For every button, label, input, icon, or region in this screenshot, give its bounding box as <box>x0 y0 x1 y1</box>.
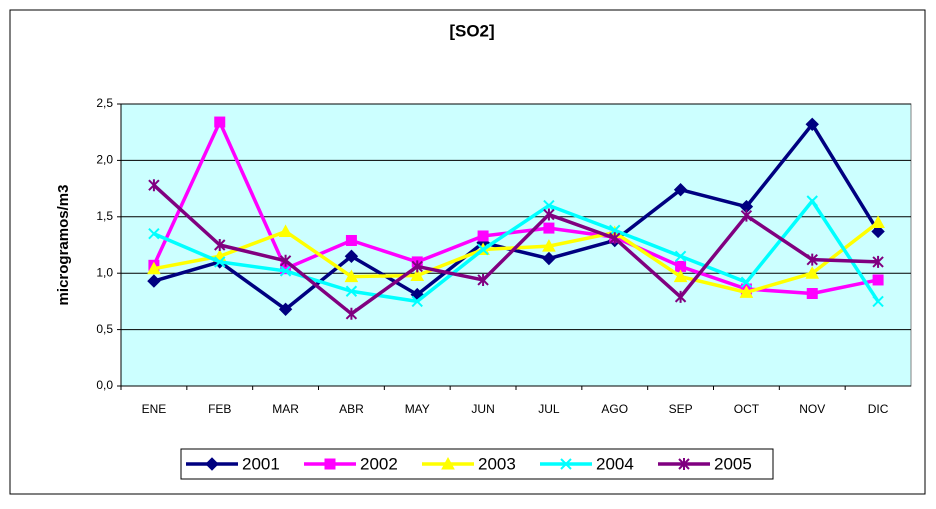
marker <box>411 295 423 308</box>
y-tick-label: 0,5 <box>96 322 113 336</box>
marker <box>345 307 358 320</box>
x-tick-label: NOV <box>799 402 825 416</box>
series-line <box>153 199 880 304</box>
legend-marker <box>678 458 690 470</box>
marker <box>872 255 884 268</box>
legend-label: 2003 <box>478 454 516 473</box>
marker <box>543 208 555 221</box>
x-tick-label: JUL <box>538 402 560 416</box>
x-tick-label: DIC <box>868 402 889 416</box>
marker <box>543 199 555 212</box>
marker <box>806 195 818 207</box>
marker <box>543 222 555 234</box>
marker <box>477 273 489 286</box>
marker <box>344 249 359 263</box>
x-tick-label: ABR <box>339 402 364 416</box>
marker <box>411 260 423 273</box>
legend-label: 2001 <box>242 454 280 473</box>
marker <box>740 276 753 288</box>
x-tick-label: FEB <box>208 402 231 416</box>
marker <box>806 253 818 266</box>
marker <box>805 117 819 132</box>
chart-title: [SO2] <box>449 21 494 40</box>
marker <box>214 256 226 268</box>
series-line <box>152 183 879 316</box>
marker <box>214 239 226 251</box>
marker <box>345 234 357 246</box>
legend-marker <box>560 458 572 470</box>
marker <box>344 269 359 283</box>
legend-label: 2005 <box>714 454 752 473</box>
y-tick-label: 0,0 <box>96 378 113 392</box>
marker <box>871 215 885 228</box>
marker <box>673 269 688 283</box>
marker <box>609 232 621 245</box>
marker <box>214 116 226 128</box>
marker <box>542 239 556 252</box>
x-tick-label: JUN <box>471 402 494 416</box>
marker <box>673 183 688 197</box>
marker <box>148 228 160 240</box>
series-line <box>153 122 880 312</box>
marker <box>871 224 885 239</box>
marker <box>279 265 292 277</box>
x-tick-label: MAY <box>405 402 430 416</box>
legend-label: 2002 <box>360 454 398 473</box>
marker <box>477 243 489 256</box>
marker <box>477 230 489 242</box>
marker <box>278 302 293 317</box>
marker <box>148 179 160 192</box>
legend-label: 2004 <box>596 454 634 473</box>
x-tick-label: OCT <box>734 402 760 416</box>
x-tick-label: MAR <box>272 402 299 416</box>
legend-marker <box>324 458 336 470</box>
marker <box>147 261 161 275</box>
y-tick-label: 2,0 <box>96 153 113 167</box>
marker <box>674 290 687 303</box>
marker <box>740 209 753 222</box>
marker <box>345 285 358 297</box>
y-tick-label: 1,5 <box>96 209 113 223</box>
x-tick-label: AGO <box>601 402 628 416</box>
x-tick-label: ENE <box>142 402 167 416</box>
y-axis-label: microgramos/m3 <box>55 185 72 306</box>
marker <box>739 285 754 298</box>
marker <box>279 254 292 267</box>
marker <box>278 224 293 237</box>
marker <box>872 295 884 308</box>
marker <box>147 274 161 288</box>
y-tick-label: 1,0 <box>96 265 113 279</box>
marker <box>872 274 884 286</box>
legend-marker <box>205 457 219 471</box>
marker <box>805 266 820 279</box>
x-tick-label: SEP <box>669 402 693 416</box>
marker <box>806 288 818 300</box>
marker <box>410 268 425 281</box>
y-tick-label: 2,5 <box>96 96 113 110</box>
legend-marker <box>441 456 455 470</box>
marker <box>542 251 556 266</box>
marker <box>674 250 687 262</box>
